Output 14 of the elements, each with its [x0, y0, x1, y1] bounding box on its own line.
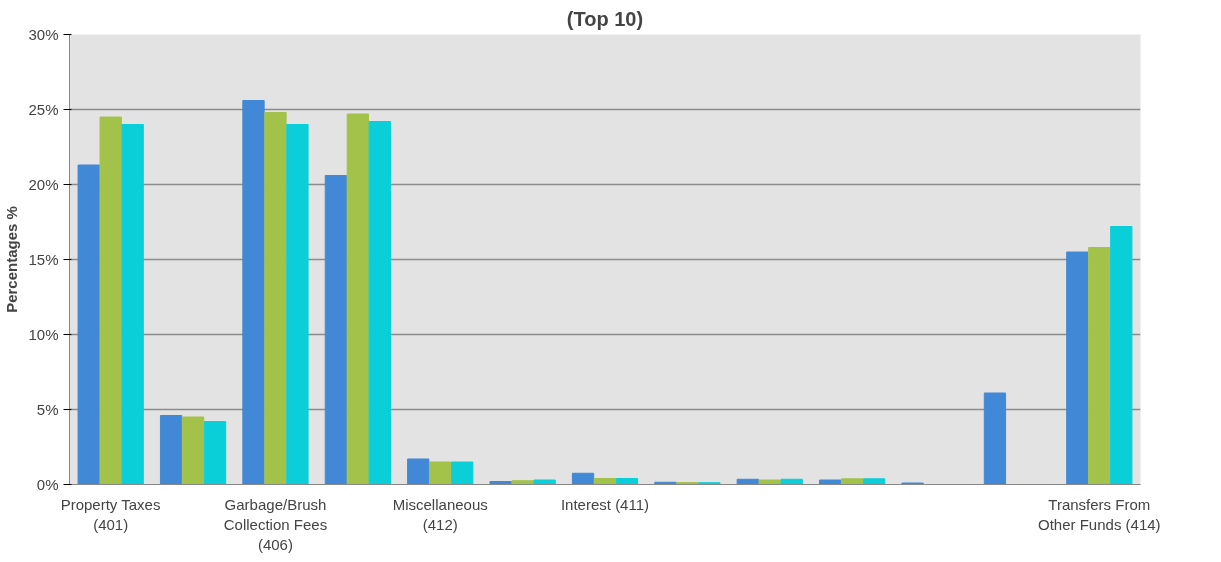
x-tick-label: Miscellaneous (412): [392, 495, 488, 533]
chart-title: (Top 10): [566, 7, 644, 30]
x-tick-label: Property Taxes (401): [60, 495, 161, 533]
y-tick-label: 10%: [28, 326, 59, 343]
y-tick-label: 0%: [36, 476, 59, 493]
y-tick-label: 5%: [36, 401, 59, 418]
x-tick-label: Interest (411): [560, 495, 650, 513]
y-tick-label: 25%: [28, 101, 59, 118]
y-tick-label: 30%: [28, 26, 59, 43]
x-tick-label: Transfers From Other Funds (414): [1038, 495, 1161, 533]
y-tick-label: 20%: [28, 176, 59, 193]
x-tick-label: Garbage/Brush Collection Fees (406): [223, 495, 328, 554]
y-axis-title: Percentages %: [3, 206, 21, 313]
y-tick-label: 15%: [28, 251, 59, 268]
